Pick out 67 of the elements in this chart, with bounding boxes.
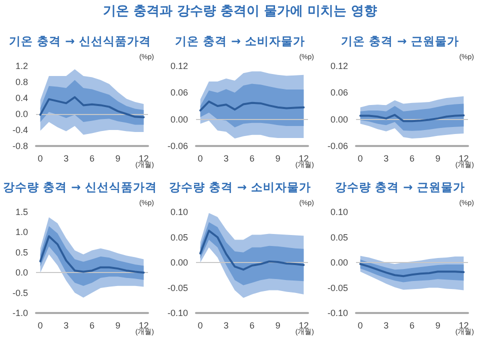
- y-tick-label: 0.0: [15, 109, 28, 119]
- y-tick-label: 0.05: [170, 232, 188, 242]
- y-tick-label: 1.2: [15, 61, 28, 71]
- y-tick-label: -0.10: [167, 308, 188, 318]
- line-series: [39, 96, 145, 118]
- y-tick-label: -0.05: [167, 282, 188, 293]
- line-series: [359, 263, 465, 278]
- x-tick-label: 6: [249, 320, 255, 330]
- chart-title: 강수량 충격 → 신선식품가격: [3, 180, 157, 194]
- y-tick-label: 0.12: [170, 61, 188, 71]
- y-tick-label: -1.0: [12, 308, 28, 318]
- x-tick-label: 0: [358, 320, 363, 330]
- y-tick-label: 0.4: [15, 93, 28, 103]
- text: 기온 충격과 강수량 충격이 물가에 미치는 영향: [102, 3, 378, 20]
- x-tick-label: 0: [198, 154, 203, 164]
- y-tick-label: -0.10: [327, 308, 348, 318]
- chart-title: 강수량 충격 → 소비자물가: [169, 180, 311, 194]
- x-tick-label: 3: [64, 154, 69, 164]
- y-tick-label: -0.4: [12, 125, 28, 135]
- x-tick-label: 3: [384, 320, 389, 330]
- y-tick-label: 0.5: [15, 247, 28, 258]
- line-series: [199, 230, 305, 271]
- y-tick-label: 0.10: [170, 207, 188, 217]
- x-tick-label: 9: [275, 320, 280, 330]
- chart-title: 기온 충격 → 소비자물가: [175, 34, 305, 48]
- x-tick-label: 3: [224, 154, 229, 164]
- y-tick-label: 0.0: [15, 268, 28, 278]
- y-tick-label: 0.00: [170, 114, 188, 124]
- x-tick-label: 9: [435, 154, 440, 164]
- y-tick-label: 0.00: [330, 258, 348, 268]
- y-tick-label: 0.05: [330, 232, 348, 242]
- y-tick-label: -0.05: [327, 282, 348, 293]
- y-tick-label: 1.5: [15, 207, 28, 217]
- x-tick-label: 6: [249, 154, 255, 164]
- y-tick-label: 1.0: [15, 227, 28, 238]
- x-tick-label: 9: [115, 320, 120, 330]
- x-tick-label: 3: [384, 154, 389, 164]
- y-tick-label: 0.06: [330, 88, 348, 98]
- line-series: [39, 235, 145, 274]
- y-tick-label: -0.06: [327, 141, 348, 151]
- x-tick-label: 6: [89, 154, 95, 164]
- line-series: [199, 100, 305, 112]
- x-tick-label: 0: [358, 154, 363, 164]
- x-tick-label: 6: [409, 154, 415, 164]
- x-tick-label: 9: [115, 154, 120, 164]
- line-series: [359, 114, 465, 122]
- x-tick-label: 6: [89, 320, 95, 330]
- y-tick-label: -0.5: [12, 288, 28, 298]
- x-tick-label: 0: [38, 320, 43, 330]
- x-tick-label: 3: [224, 320, 229, 330]
- y-tick-label: 0.12: [330, 61, 348, 71]
- y-tick-label: 0.8: [15, 77, 28, 87]
- y-tick-label: 0.06: [170, 88, 188, 98]
- x-tick-label: 0: [198, 320, 203, 330]
- y-tick-label: -0.8: [12, 141, 28, 151]
- y-tick-label: 0.00: [170, 258, 188, 268]
- chart-subtitle: 기온 충격 → 신선식품가격: [9, 34, 151, 48]
- chart-title: 강수량 충격 → 근원물가: [335, 180, 465, 194]
- y-tick-label: 0.10: [330, 207, 348, 217]
- x-tick-label: 6: [409, 320, 415, 330]
- x-tick-label: 9: [435, 320, 440, 330]
- y-tick-label: 0.00: [330, 114, 348, 124]
- x-tick-label: 9: [275, 154, 280, 164]
- x-tick-label: 0: [38, 154, 43, 164]
- chart-title: 기온 충격 → 근원물가: [341, 34, 459, 48]
- y-tick-label: -0.06: [167, 141, 188, 151]
- x-tick-label: 3: [64, 320, 69, 330]
